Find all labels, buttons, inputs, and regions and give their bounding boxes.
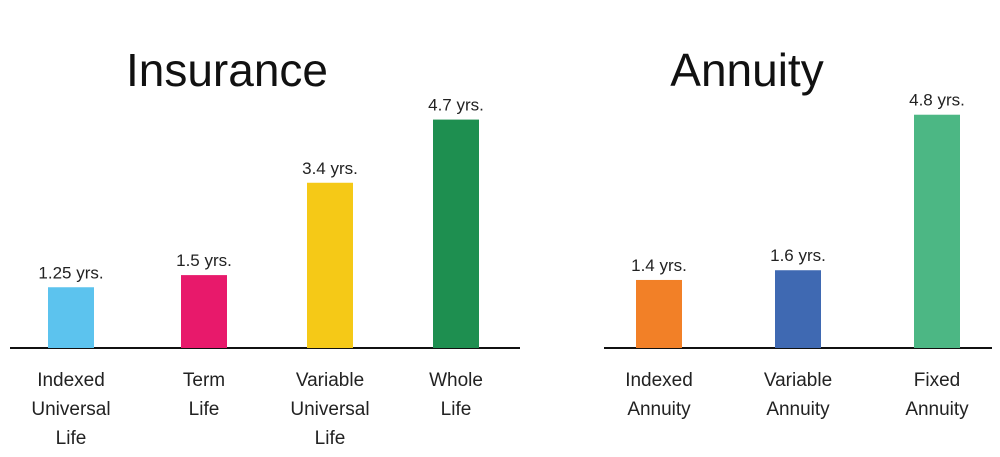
annuity-chart-title: Annuity <box>670 44 823 96</box>
insurance-category-label-term-life: Term Life <box>183 370 225 420</box>
annuity-category-label-fixed-annuity: Fixed Annuity <box>905 370 969 420</box>
insurance-data-label-indexed-universal-life: 1.25 yrs. <box>38 263 103 282</box>
insurance-bar-variable-universal-life <box>307 182 353 348</box>
annuity-bar-variable-annuity <box>775 270 821 348</box>
insurance-chart: Insurance 1.25 yrs. Indexed Universal Life 1… <box>10 44 520 449</box>
insurance-bar-whole-life <box>433 119 479 348</box>
annuity-category-label-indexed-annuity: Indexed Annuity <box>625 370 693 420</box>
insurance-data-label-variable-universal-life: 3.4 yrs. <box>302 159 358 178</box>
insurance-category-label-variable-universal-life: Variable Universal Life <box>290 370 369 449</box>
insurance-category-label-whole-life: Whole Life <box>429 370 483 420</box>
insurance-bar-indexed-universal-life <box>48 287 94 348</box>
insurance-category-label-indexed-universal-life: Indexed Universal Life <box>31 370 110 449</box>
annuity-data-label-indexed-annuity: 1.4 yrs. <box>631 256 687 275</box>
insurance-chart-title: Insurance <box>126 44 328 96</box>
insurance-data-label-term-life: 1.5 yrs. <box>176 251 232 270</box>
insurance-data-label-whole-life: 4.7 yrs. <box>428 96 484 115</box>
annuity-chart: Annuity 1.4 yrs. Indexed Annuity 1.6 yrs. Va… <box>604 44 992 420</box>
annuity-bar-fixed-annuity <box>914 114 960 348</box>
insurance-bar-term-life <box>181 275 227 348</box>
annuity-data-label-fixed-annuity: 4.8 yrs. <box>909 91 965 110</box>
annuity-category-label-variable-annuity: Variable Annuity <box>764 370 832 420</box>
annuity-data-label-variable-annuity: 1.6 yrs. <box>770 246 826 265</box>
annuity-bar-indexed-annuity <box>636 279 682 348</box>
